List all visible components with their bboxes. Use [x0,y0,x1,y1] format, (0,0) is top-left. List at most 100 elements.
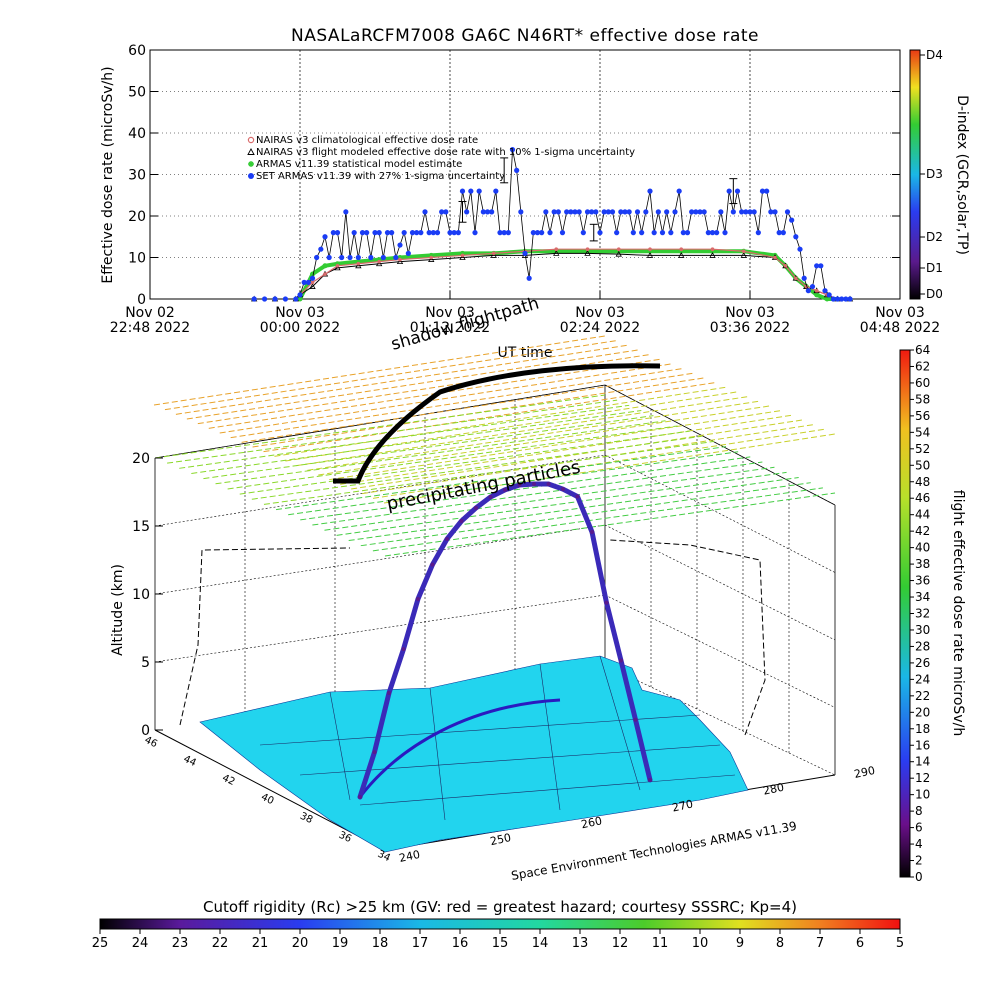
cutoff-rigidity-tick-label: 24 [132,936,149,951]
legend: NAIRAS v3 climatological effective dose … [247,135,635,182]
set-armas-point [797,246,803,252]
y-tick-label: 60 [128,43,146,59]
set-armas-point [664,209,670,215]
lower-particle-plane-row [239,430,690,495]
set-armas-point [734,188,741,194]
dose-tick-label: 38 [915,557,930,571]
set-armas-point [293,296,299,302]
d-index-tick-label: D4 [926,48,943,62]
d-index-gradient [909,49,921,300]
lower-particle-plane-row [312,461,763,526]
set-armas-point [564,209,570,215]
flight-path-point [387,691,391,696]
nairas-flight-point [428,256,435,262]
set-armas-point [589,209,595,215]
nairas-flight-point [396,258,404,265]
longitude-tick-label: 290 [853,764,876,781]
d-index-tick-label: D2 [926,230,943,244]
flight-path-point [358,795,362,799]
set-armas-point [572,209,578,215]
y-tick-label: 30 [128,168,146,184]
set-armas-point [709,230,716,236]
set-armas-point [618,209,624,215]
dose-tick-label: 42 [915,524,930,538]
x-tick-label: Nov 03 [725,305,775,321]
set-armas-point [605,209,611,215]
armas-estimate-point [824,296,830,302]
set-armas-point [759,188,766,194]
nairas-flight-point [646,252,654,258]
chart-title: NASALaRCFM7008 GA6C N46RT* effective dos… [291,26,759,46]
longitude-tick-label: 280 [762,781,785,798]
dose-tick-label: 58 [915,392,930,406]
dose-tick-label: 56 [915,409,930,423]
dose-colorbar-ticks: 0246810121416182022242628303234363840424… [910,343,930,884]
flight-path-point [459,519,464,524]
cutoff-rigidity-tick-label: 25 [92,936,109,951]
cutoff-rigidity-tick-label: 6 [856,936,864,951]
y-tick-label: 10 [128,251,146,267]
dose-tick-label: 54 [915,425,930,439]
set-armas-point [793,234,799,240]
lower-particle-plane-row [348,477,799,542]
flight-path-point [633,717,638,722]
set-armas-point [351,230,357,236]
lower-particle-plane-row [263,440,715,505]
x-tick-label: Nov 02 [125,305,175,321]
set-armas-point [789,217,795,223]
set-armas-point [522,250,528,256]
nairas-flight-point [309,283,316,289]
set-armas-point [305,279,311,285]
set-armas-point [568,209,574,215]
set-armas-point [443,209,449,215]
set-armas-point [439,209,445,215]
nairas-climatological-point [648,247,652,251]
upper-particle-plane-row [219,363,671,434]
set-armas-point [780,230,786,236]
set-armas-point [601,209,607,215]
cutoff-rigidity-tick-label: 17 [412,936,429,951]
set-armas-point [843,296,849,302]
dose-tick-label: 10 [915,788,930,802]
upper-particle-plane-row [383,433,836,504]
set-armas-point [705,230,711,236]
y-tick-label: 40 [128,126,146,142]
set-armas-point [680,230,686,236]
set-armas-point [430,230,436,236]
set-armas-point [655,209,661,215]
dose-colorbar-label: flight effective dose rate microSv/h [950,490,966,736]
set-armas-point [639,230,645,236]
set-armas-point [814,263,820,269]
dose-tick-label: 8 [915,804,923,818]
set-armas-point [584,209,591,215]
nairas-flight-point [615,250,622,257]
dose-tick-label: 62 [915,359,930,373]
set-armas-point [834,296,841,302]
legend-entry: ARMAS v11.39 statistical model estimate [256,159,462,170]
dose-tick-label: 46 [915,491,930,505]
set-armas-point [597,230,603,236]
set-armas-point [330,230,336,236]
cutoff-rigidity-tick-label: 9 [736,936,744,951]
altitude-tick-label: 0 [141,723,150,739]
nairas-flight-point [334,264,341,271]
set-armas-point [847,296,853,302]
cutoff-rigidity-tick-label: 14 [532,936,549,951]
upper-particle-plane-row [230,368,682,439]
set-armas-point [518,209,524,215]
dose-tick-label: 64 [915,343,930,357]
set-armas-point [772,209,778,215]
set-armas-point [326,254,332,261]
lower-particle-plane-row [154,394,606,459]
x-axis-label: UT time [498,345,553,361]
dose-tick-label: 4 [915,837,923,851]
set-armas-point [659,230,666,236]
dose-tick-label: 0 [915,870,923,884]
upper-particle-plane-row [164,340,617,411]
nairas-flight-line [254,252,850,300]
legend-entry: NAIRAS v3 climatological effective dose … [256,135,478,146]
set-armas-point [630,230,636,236]
set-armas-point [368,254,374,261]
nairas-climatological-point [783,264,788,268]
nairas-climatological-point [616,247,621,251]
